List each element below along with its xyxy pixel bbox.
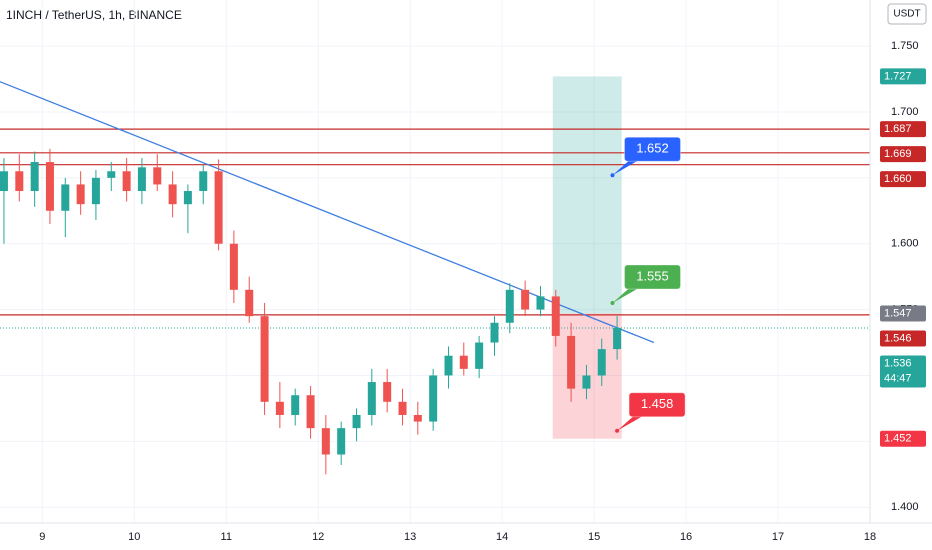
candle-body <box>321 428 330 455</box>
candle-body <box>153 167 162 185</box>
candle-body <box>413 414 422 422</box>
candle-body <box>459 355 468 369</box>
x-tick-label: 13 <box>404 531 416 543</box>
callout-box <box>628 392 686 418</box>
x-tick-label: 16 <box>680 531 692 543</box>
currency-box[interactable] <box>887 3 927 25</box>
x-tick-label: 14 <box>496 531 508 543</box>
x-tick-label: 10 <box>128 531 140 543</box>
price-tag <box>880 121 926 138</box>
candle-body <box>306 395 315 429</box>
price-tag-label: 1.669 <box>884 148 912 160</box>
candle-body <box>122 171 131 192</box>
y-tick-label: 1.750 <box>891 40 919 52</box>
price-tag <box>880 430 926 447</box>
callout-anchor <box>610 300 615 305</box>
candle-body <box>521 289 530 310</box>
x-tick-label: 9 <box>39 531 45 543</box>
candle-body <box>367 382 376 415</box>
x-tick-label: 17 <box>772 531 784 543</box>
plot: 1.652 1.555 1.458 <box>0 0 871 523</box>
price-tag-label: 1.727 <box>884 70 912 82</box>
price-tag <box>880 146 926 163</box>
candle-body <box>137 167 146 192</box>
candle-body <box>107 171 116 178</box>
currency: USDT <box>893 9 920 20</box>
candle-body <box>76 184 85 205</box>
callout-box <box>623 264 681 290</box>
x-tick-label: 12 <box>312 531 324 543</box>
price-tag <box>880 355 926 388</box>
candle-body <box>183 191 192 205</box>
candle-body <box>245 289 254 317</box>
price-tag-label: 1.536 <box>884 357 912 369</box>
price-tag <box>880 171 926 188</box>
candle-body <box>505 289 514 323</box>
price-tag-label: 1.452 <box>884 433 912 445</box>
trendline <box>0 81 655 344</box>
candle-body <box>229 243 238 290</box>
x-tick-label: 11 <box>221 531 232 543</box>
callout-label: 1.652 <box>636 141 669 156</box>
candle-body <box>275 401 284 415</box>
chart-title: 1INCH / TetherUS, 1h, BINANCE <box>6 8 182 22</box>
callout-pointer <box>612 286 641 303</box>
candle-body <box>45 162 54 211</box>
candle-body <box>15 171 24 192</box>
callout-label: 1.458 <box>641 396 674 411</box>
candle-body <box>0 171 8 192</box>
candle-body <box>337 428 346 455</box>
y-tick-label: 1.600 <box>891 238 919 250</box>
price-tag <box>880 305 926 322</box>
price-tag-label: 1.687 <box>884 123 912 135</box>
callout-pointer <box>612 159 641 176</box>
candle-body <box>582 375 591 389</box>
callout-anchor <box>610 173 615 178</box>
candle-body <box>398 401 407 415</box>
position-target-zone <box>552 76 622 314</box>
candle-body <box>567 335 576 389</box>
x-tick-label: 18 <box>864 531 876 543</box>
candle-body <box>490 322 499 343</box>
candle-body <box>291 395 300 415</box>
candle-body <box>199 171 208 192</box>
candle-body <box>214 171 223 244</box>
candle-body <box>475 342 484 369</box>
x-tick-label: 15 <box>588 531 600 543</box>
candle-body <box>383 382 392 402</box>
price-tag <box>880 330 926 347</box>
candle-body <box>429 375 438 422</box>
candle-body <box>613 328 622 350</box>
candle-body <box>597 349 606 376</box>
price-tag-label: 1.547 <box>884 307 912 319</box>
candle-body <box>168 184 177 205</box>
price-tag <box>880 68 926 85</box>
candle-body <box>260 316 269 402</box>
callout-pointer <box>617 414 646 431</box>
y-tick-label: 1.700 <box>891 106 919 118</box>
price-tag-label: 1.546 <box>884 332 912 344</box>
candle-body <box>352 414 361 429</box>
callout-label: 1.555 <box>636 268 669 283</box>
candle-body <box>30 162 39 192</box>
candle-body <box>91 177 100 205</box>
callout-box <box>623 136 681 162</box>
countdown: 44:47 <box>884 372 912 384</box>
candle-body <box>444 355 453 376</box>
candle-body <box>61 184 70 211</box>
y-tick-label: 1.400 <box>891 501 919 513</box>
callout-anchor <box>615 428 620 433</box>
candle-body <box>536 296 545 310</box>
price-tag-label: 1.660 <box>884 173 912 185</box>
candle-body <box>551 296 560 336</box>
